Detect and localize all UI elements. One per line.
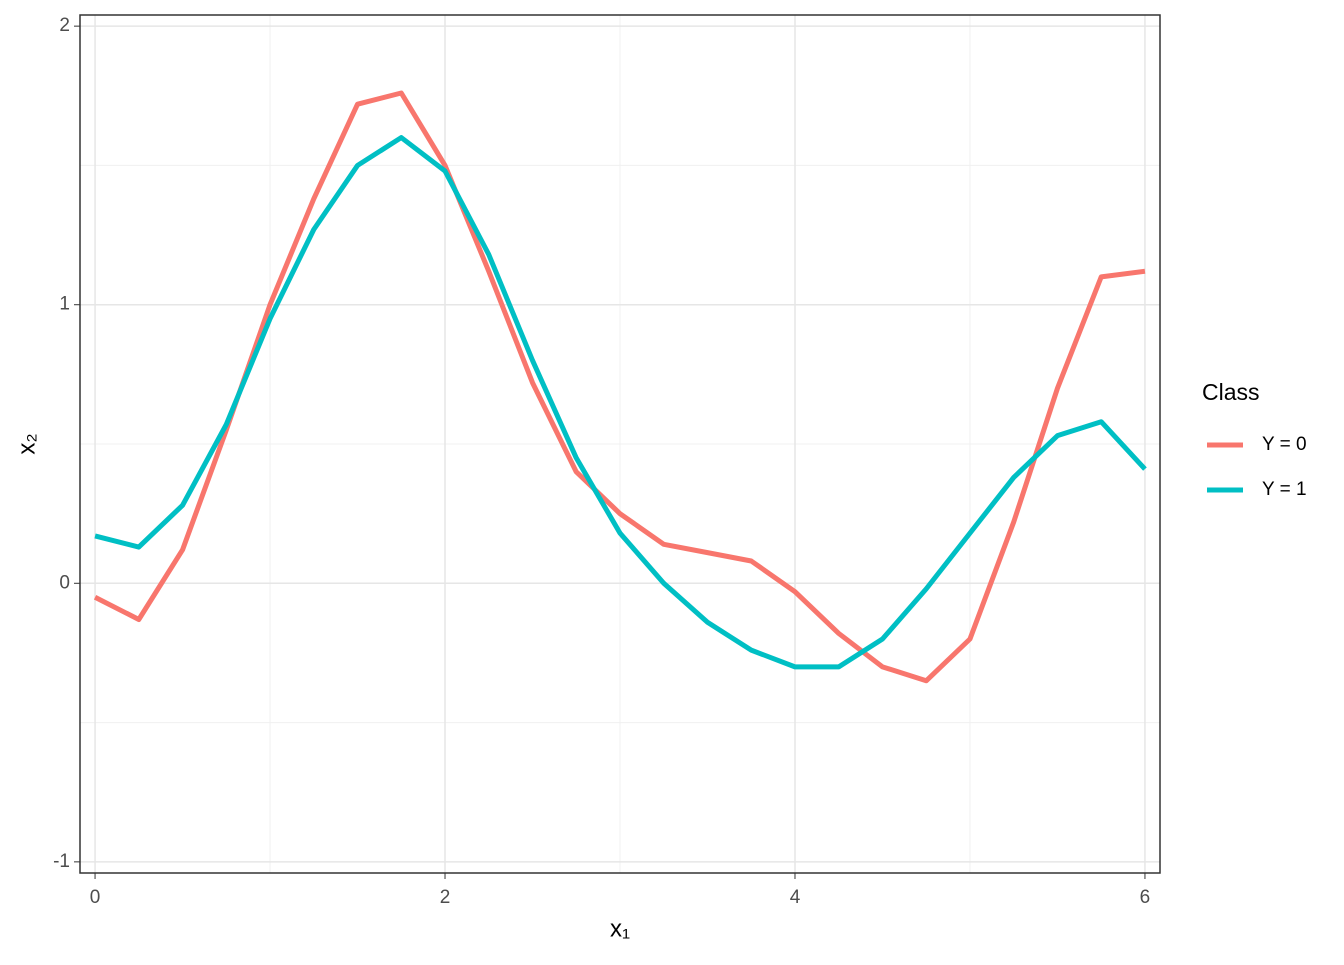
x-tick-label: 6 (1140, 887, 1151, 908)
x-tick-label: 4 (790, 887, 801, 908)
y-tick-label: 1 (59, 294, 70, 315)
panel-border (79, 14, 1161, 874)
y-tick-label: -1 (53, 851, 70, 872)
legend-label: Y = 0 (1262, 434, 1307, 455)
series-line (93, 90, 1146, 684)
legend-label: Y = 1 (1262, 479, 1307, 500)
legend-title: Class (1202, 379, 1260, 405)
x-tick-label: 0 (90, 887, 101, 908)
y-tick-label: 0 (59, 572, 70, 593)
series-line (94, 135, 1147, 670)
y-tick-label: 2 (59, 15, 70, 36)
y-axis-label: x₂ (13, 433, 40, 454)
x-axis-label: x₁ (610, 915, 630, 942)
x-tick-label: 2 (440, 887, 451, 908)
